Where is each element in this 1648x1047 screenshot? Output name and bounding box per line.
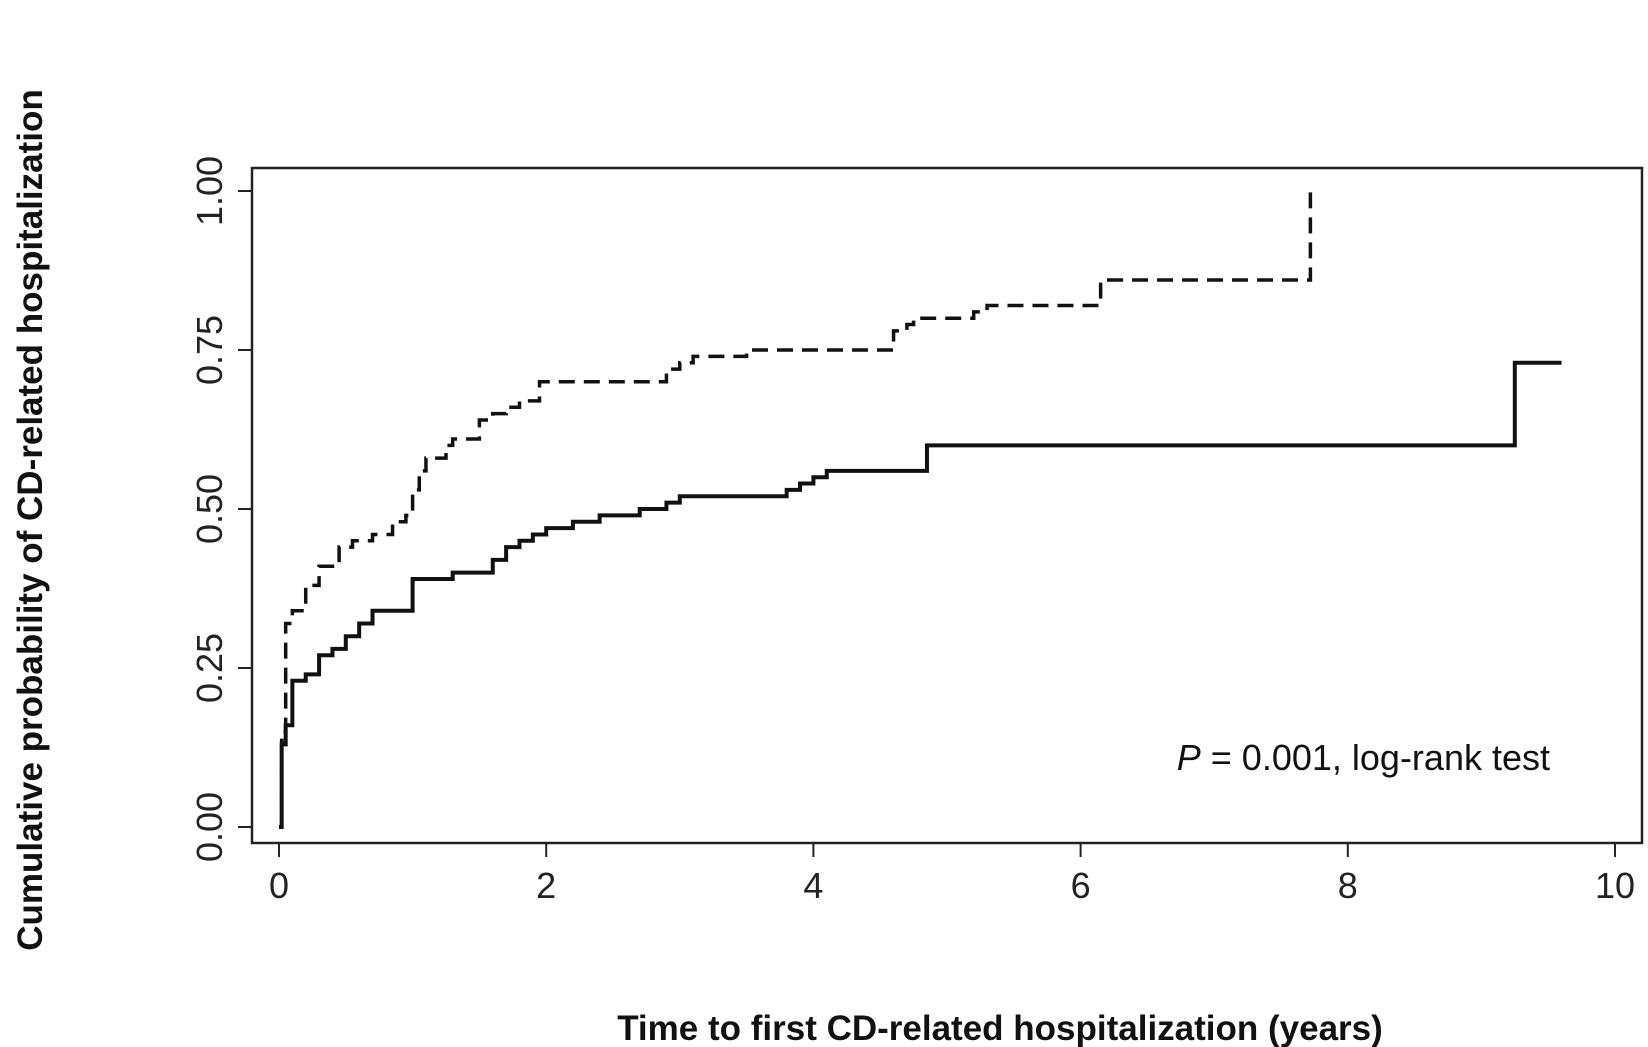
annotation-text: P = 0.001, log-rank test <box>1177 737 1550 778</box>
series-dashed-line <box>279 191 1313 829</box>
y-tick-label: 0.00 <box>189 792 230 862</box>
x-tick-label: 2 <box>536 865 556 906</box>
y-tick-label: 0.25 <box>189 633 230 703</box>
series-solid-line <box>279 360 1562 829</box>
annotation-p-label: P <box>1177 737 1201 778</box>
y-axis: 0.00 0.25 0.50 0.75 1.00 <box>189 156 253 862</box>
y-axis-title: Cumulative probability of CD-related hos… <box>11 89 50 950</box>
y-tick-label: 0.50 <box>189 474 230 544</box>
series-layer <box>279 191 1562 829</box>
x-axis-title: Time to first CD-related hospitalization… <box>617 1009 1383 1047</box>
x-tick-label: 0 <box>269 865 289 906</box>
annotation-rest: = 0.001, log-rank test <box>1201 737 1550 778</box>
x-tick-label: 6 <box>1071 865 1091 906</box>
y-tick-label: 1.00 <box>189 156 230 226</box>
x-tick-label: 10 <box>1595 865 1635 906</box>
x-tick-label: 8 <box>1338 865 1358 906</box>
y-tick-label: 0.75 <box>189 315 230 385</box>
x-tick-label: 4 <box>803 865 823 906</box>
x-axis: 0 2 4 6 8 10 <box>269 842 1635 906</box>
